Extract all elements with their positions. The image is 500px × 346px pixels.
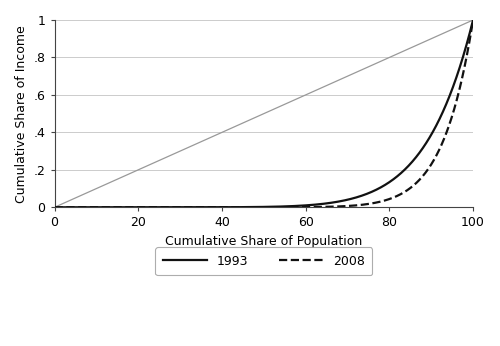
2008 [52,205,58,209]
Line: 2008: 2008 [54,20,473,207]
1993 [221,205,227,209]
2008 [94,205,100,209]
1993 [470,18,476,22]
2008 [378,199,384,203]
Y-axis label: Cumulative Share of Income: Cumulative Share of Income [15,25,28,202]
X-axis label: Cumulative Share of Population: Cumulative Share of Population [165,235,362,248]
Legend: 1993, 2008: 1993, 2008 [156,247,372,275]
1993 [378,185,384,189]
2008 [221,205,227,209]
2008 [386,197,392,201]
2008 [339,204,345,208]
1993 [236,205,242,209]
Line: 1993: 1993 [54,20,473,207]
1993 [339,199,345,203]
2008 [470,18,476,22]
1993 [52,205,58,209]
1993 [386,181,392,185]
2008 [236,205,242,209]
1993 [94,205,100,209]
